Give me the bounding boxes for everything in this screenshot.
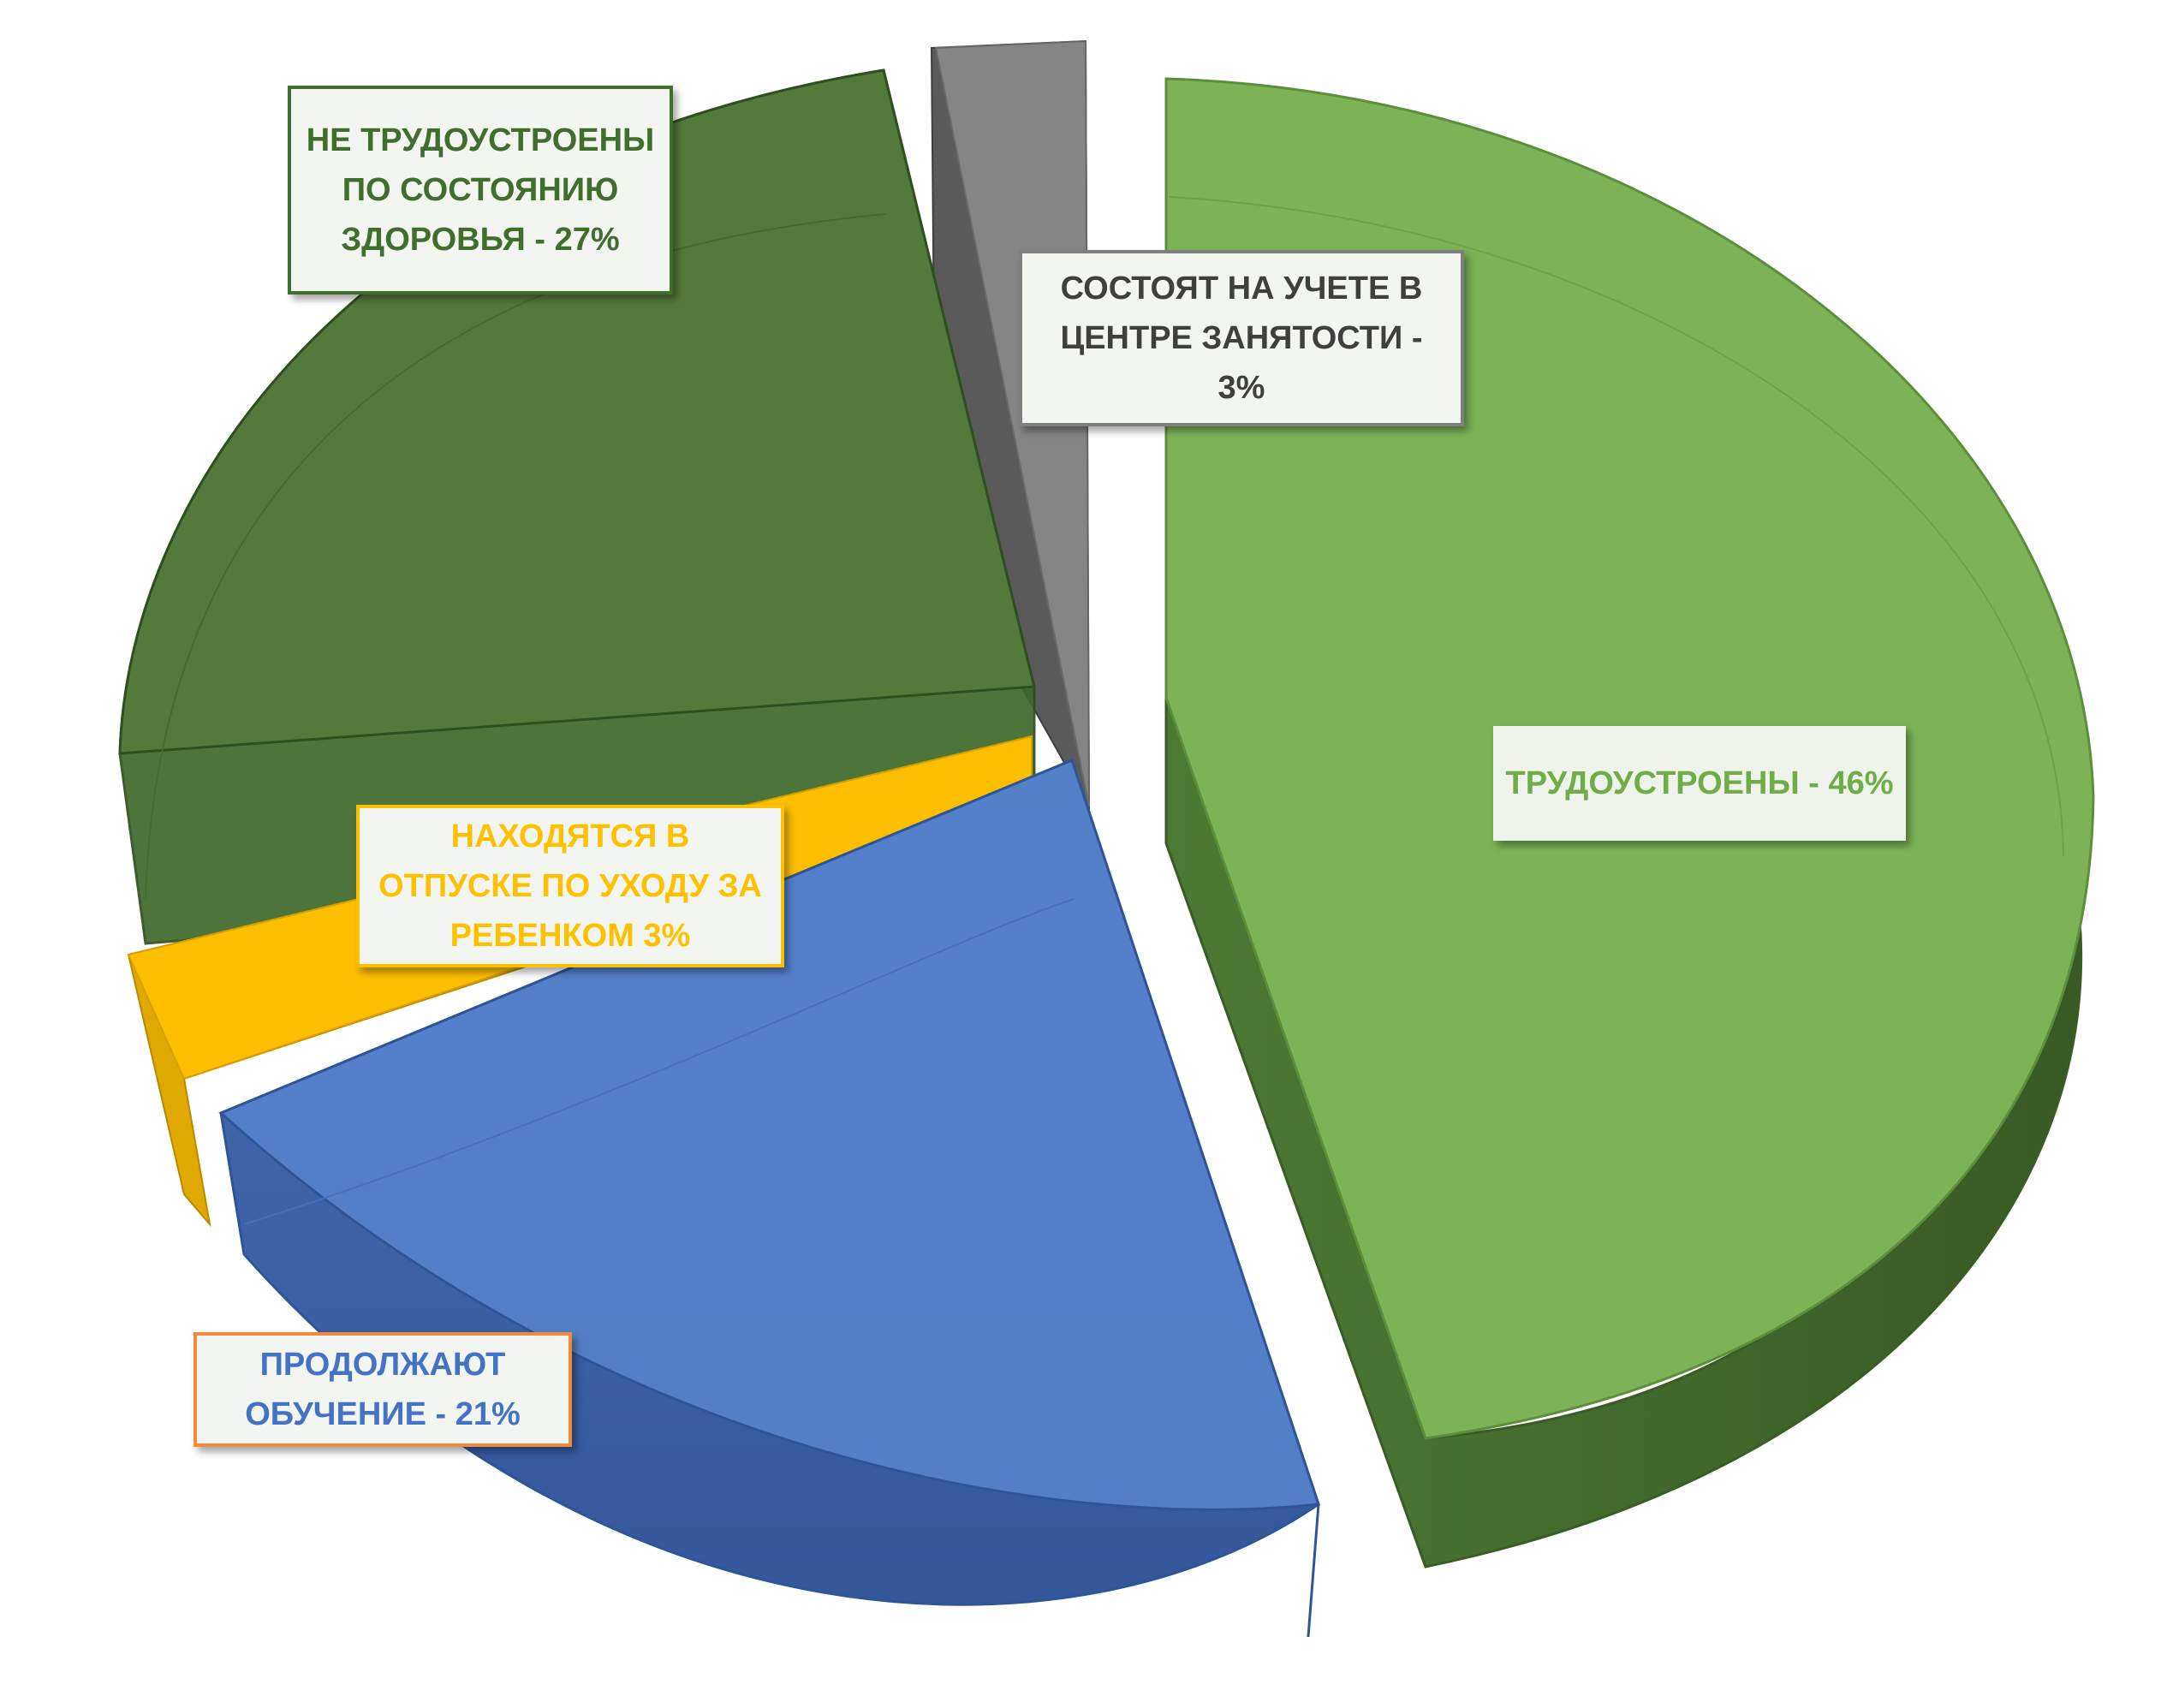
label-registry-text: СОСТОЯТ НА УЧЕТЕ В ЦЕНТРЕ ЗАНЯТОСТИ - 3% — [1060, 271, 1423, 406]
label-study-text: ПРОДОЛЖАЮТ ОБУЧЕНИЕ - 21% — [245, 1347, 521, 1432]
label-leave-text: НАХОДЯТСЯ В ОТПУСКЕ ПО УХОДУ ЗА РЕБЕНКОМ… — [378, 818, 762, 954]
label-leave: НАХОДЯТСЯ В ОТПУСКЕ ПО УХОДУ ЗА РЕБЕНКОМ… — [356, 805, 784, 967]
label-study: ПРОДОЛЖАЮТ ОБУЧЕНИЕ - 21% — [193, 1332, 572, 1447]
label-employed-text: ТРУДОУСТРОЕНЫ - 46% — [1505, 765, 1894, 801]
label-registry: СОСТОЯТ НА УЧЕТЕ В ЦЕНТРЕ ЗАНЯТОСТИ - 3% — [1019, 250, 1464, 426]
label-health: НЕ ТРУДОУСТРОЕНЫ ПО СОСТОЯНИЮ ЗДОРОВЬЯ -… — [288, 86, 673, 295]
label-employed: ТРУДОУСТРОЕНЫ - 46% — [1493, 726, 1906, 841]
slice-registry — [930, 39, 1091, 810]
slice-health — [118, 68, 1036, 945]
label-health-text: НЕ ТРУДОУСТРОЕНЫ ПО СОСТОЯНИЮ ЗДОРОВЬЯ -… — [306, 122, 655, 258]
